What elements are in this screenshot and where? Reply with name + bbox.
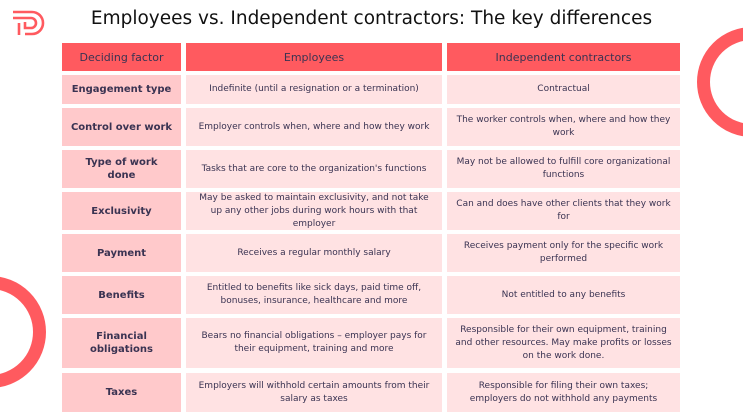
contractors-cell: Not entitled to any benefits — [447, 276, 680, 314]
employees-cell: Employers will withhold certain amounts … — [186, 373, 442, 412]
table-row: Taxes Employers will withhold certain am… — [62, 373, 680, 412]
factor-cell: Payment — [62, 234, 181, 272]
table-row: Type of work done Tasks that are core to… — [62, 150, 680, 188]
factor-cell: Taxes — [62, 373, 181, 412]
table-row: Exclusivity May be asked to maintain exc… — [62, 192, 680, 230]
decorative-ring-left — [0, 276, 46, 388]
contractors-cell: Responsible for their own equipment, tra… — [447, 318, 680, 368]
employees-cell: Indefinite (until a resignation or a ter… — [186, 75, 442, 104]
employees-cell: Tasks that are core to the organization'… — [186, 150, 442, 188]
factor-cell: Exclusivity — [62, 192, 181, 230]
contractors-cell: Can and does have other clients that the… — [447, 192, 680, 230]
factor-cell: Benefits — [62, 276, 181, 314]
header-independent-contractors: Independent contractors — [447, 43, 680, 71]
decorative-ring-right — [697, 27, 743, 137]
employees-cell: Entitled to benefits like sick days, pai… — [186, 276, 442, 314]
factor-cell: Control over work — [62, 108, 181, 146]
contractors-cell: May not be allowed to fulfill core organ… — [447, 150, 680, 188]
contractors-cell: Responsible for filing their own taxes; … — [447, 373, 680, 412]
brand-d-logo-icon — [13, 10, 45, 36]
table-row: Benefits Entitled to benefits like sick … — [62, 276, 680, 314]
contractors-cell: Receives payment only for the specific w… — [447, 234, 680, 272]
header-deciding-factor: Deciding factor — [62, 43, 181, 71]
table-header-row: Deciding factor Employees Independent co… — [62, 43, 680, 71]
table-row: Payment Receives a regular monthly salar… — [62, 234, 680, 272]
employees-cell: Employer controls when, where and how th… — [186, 108, 442, 146]
table-row: Control over work Employer controls when… — [62, 108, 680, 146]
factor-cell: Financial obligations — [62, 318, 181, 368]
page-title: Employees vs. Independent contractors: T… — [90, 8, 653, 29]
contractors-cell: The worker controls when, where and how … — [447, 108, 680, 146]
contractors-cell: Contractual — [447, 75, 680, 104]
factor-cell: Type of work done — [62, 150, 181, 188]
header-employees: Employees — [186, 43, 442, 71]
employees-cell: Bears no financial obligations – employe… — [186, 318, 442, 368]
factor-cell: Engagement type — [62, 75, 181, 104]
employees-cell: May be asked to maintain exclusivity, an… — [186, 192, 442, 230]
table-row: Engagement type Indefinite (until a resi… — [62, 75, 680, 104]
employees-cell: Receives a regular monthly salary — [186, 234, 442, 272]
table-row: Financial obligations Bears no financial… — [62, 318, 680, 368]
